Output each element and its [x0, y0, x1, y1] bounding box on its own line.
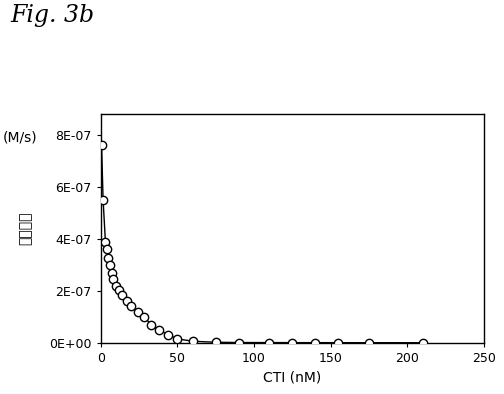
- Text: Fig. 3b: Fig. 3b: [10, 4, 94, 27]
- X-axis label: CTI (nM): CTI (nM): [263, 370, 322, 385]
- Text: 残留活性: 残留活性: [18, 212, 32, 245]
- Text: (M/s): (M/s): [3, 130, 37, 144]
